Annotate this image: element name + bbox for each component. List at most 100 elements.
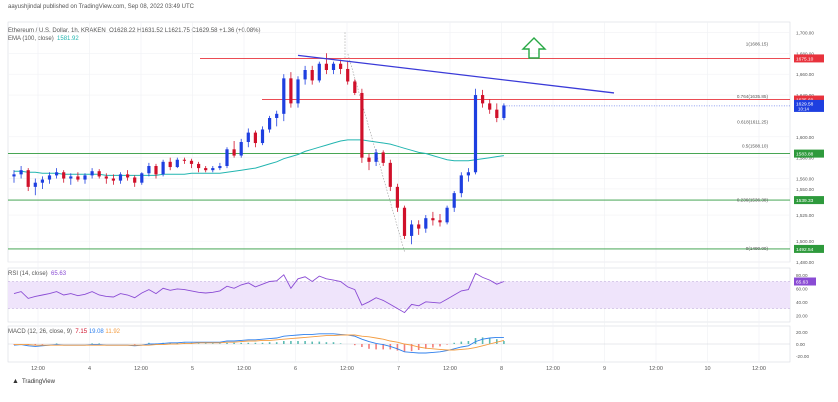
candle-body — [402, 207, 407, 236]
rsi-value: 65.63 — [51, 271, 67, 277]
candle-body — [83, 175, 87, 180]
candle-body — [317, 63, 321, 81]
x-tick-label: 12:00 — [546, 366, 560, 372]
candle-body — [289, 78, 293, 104]
x-tick-label: 6 — [294, 366, 297, 372]
fib-level-label: 1(1686.15) — [746, 41, 769, 46]
y-tick-label: 1,660.00 — [796, 72, 814, 77]
macd-signal-line — [14, 334, 505, 351]
candle-body — [417, 224, 421, 229]
x-tick-label: 12:00 — [340, 366, 354, 372]
rsi-legend: RSI (14, close) 65.63 — [8, 271, 66, 277]
ema-value: 1581.92 — [57, 36, 79, 42]
candle-body — [502, 105, 506, 118]
candle-body — [367, 157, 371, 162]
candle-body — [19, 170, 23, 175]
ohlc-values: O1628.22 H1631.52 L1621.75 C1629.58 +1.3… — [109, 28, 261, 34]
candle-body — [339, 63, 343, 69]
macd-legend: MACD (12, 26, close, 9) 7.15 19.08 11.92 — [8, 329, 120, 335]
candle-body — [189, 160, 194, 164]
y-tick-label: 1,600.00 — [796, 135, 814, 140]
price-level-text: 1539.33 — [796, 198, 814, 204]
x-tick-label: 12:00 — [237, 366, 251, 372]
candle-body — [204, 168, 208, 171]
rsi-tick-label: 20.00 — [796, 313, 808, 318]
candle-body — [381, 152, 385, 163]
candle-body — [225, 149, 229, 166]
candle-body — [495, 109, 499, 118]
candle-body — [175, 159, 179, 168]
rsi-label: RSI (14, close) — [8, 271, 48, 277]
candle-body — [76, 176, 80, 180]
footer-brand: ▲ TradingView — [12, 378, 55, 385]
x-tick-label: 10 — [704, 366, 710, 372]
macd-line-value: 19.08 — [88, 329, 104, 335]
rsi-value-tag — [794, 277, 816, 286]
candle-body — [374, 152, 378, 162]
price-level-tag — [794, 95, 824, 104]
candle-body — [481, 95, 485, 104]
candle-body — [218, 166, 222, 169]
candle-body — [268, 118, 272, 130]
fib-level-label: 0.5(1588.10) — [742, 144, 769, 149]
rsi-tick-label: 60.00 — [796, 286, 808, 291]
candle-body — [331, 63, 336, 70]
candle-body — [47, 175, 52, 180]
candle-body — [133, 177, 137, 183]
x-tick-label: 12:00 — [134, 366, 148, 372]
symbol-row: Ethereum / U.S. Dollar, 1h, KRAKEN O1628… — [8, 28, 261, 34]
price-level-tag — [794, 196, 824, 205]
x-tick-label: 12:00 — [649, 366, 663, 372]
candle-body — [452, 193, 456, 208]
candle-body — [310, 70, 314, 81]
rsi-line — [13, 272, 505, 314]
macd-tick-label: 0.00 — [796, 342, 805, 347]
y-tick-label: 1,700.00 — [796, 30, 814, 35]
candle-body — [459, 175, 463, 194]
y-tick-label: 1,560.00 — [796, 177, 814, 182]
y-tick-label: 1,480.00 — [796, 260, 814, 265]
up-arrow-icon — [521, 37, 547, 59]
candle-body — [260, 129, 265, 144]
price-level-text: 1583.88 — [796, 152, 814, 158]
candle-body — [296, 79, 300, 104]
x-tick-label: 7 — [397, 366, 400, 372]
y-tick-label: 1,680.00 — [796, 51, 814, 56]
y-tick-label: 1,580.00 — [796, 156, 814, 161]
rsi-value-text: 65.63 — [796, 280, 808, 286]
candle-body — [353, 81, 357, 93]
candle-body — [488, 103, 492, 110]
candle-body — [360, 92, 364, 158]
macd-value: 7.15 — [75, 329, 88, 335]
macd-line — [13, 333, 504, 354]
candle-body — [346, 68, 350, 82]
y-tick-label: 1,525.00 — [796, 213, 814, 218]
x-tick-label: 12:00 — [752, 366, 766, 372]
candle-body — [445, 207, 449, 223]
candle-body — [211, 168, 215, 171]
macd-tick-label: -20.00 — [796, 354, 809, 359]
candle-body — [104, 176, 108, 179]
price-level-tag — [794, 54, 824, 63]
rsi-tick-label: 80.00 — [796, 273, 808, 278]
ema-label: EMA (100, close) — [8, 36, 54, 42]
candle-body — [90, 171, 94, 176]
tradingview-logo-icon: ▲ — [12, 378, 19, 385]
candle-body — [168, 161, 172, 168]
fib-level-label: 0.618(1611.25) — [737, 120, 768, 125]
candle-body — [253, 132, 257, 144]
candle-body — [161, 161, 165, 175]
price-level-text: 1675.10 — [796, 56, 814, 62]
candle-body — [40, 179, 44, 183]
brand-label: TradingView — [21, 378, 55, 385]
macd-signal-value: 11.92 — [105, 329, 120, 335]
candle-body — [424, 218, 428, 229]
macd-label: MACD (12, 26, close, 9) — [8, 329, 73, 335]
candle-body — [324, 63, 328, 70]
author-line: aayushjindal published on TradingView.co… — [8, 4, 195, 10]
y-tick-label: 1,550.00 — [796, 187, 814, 192]
candle-body — [275, 113, 279, 118]
symbol-label: Ethereum / U.S. Dollar, 1h, KRAKEN — [8, 28, 106, 34]
x-tick-label: 9 — [603, 366, 606, 372]
